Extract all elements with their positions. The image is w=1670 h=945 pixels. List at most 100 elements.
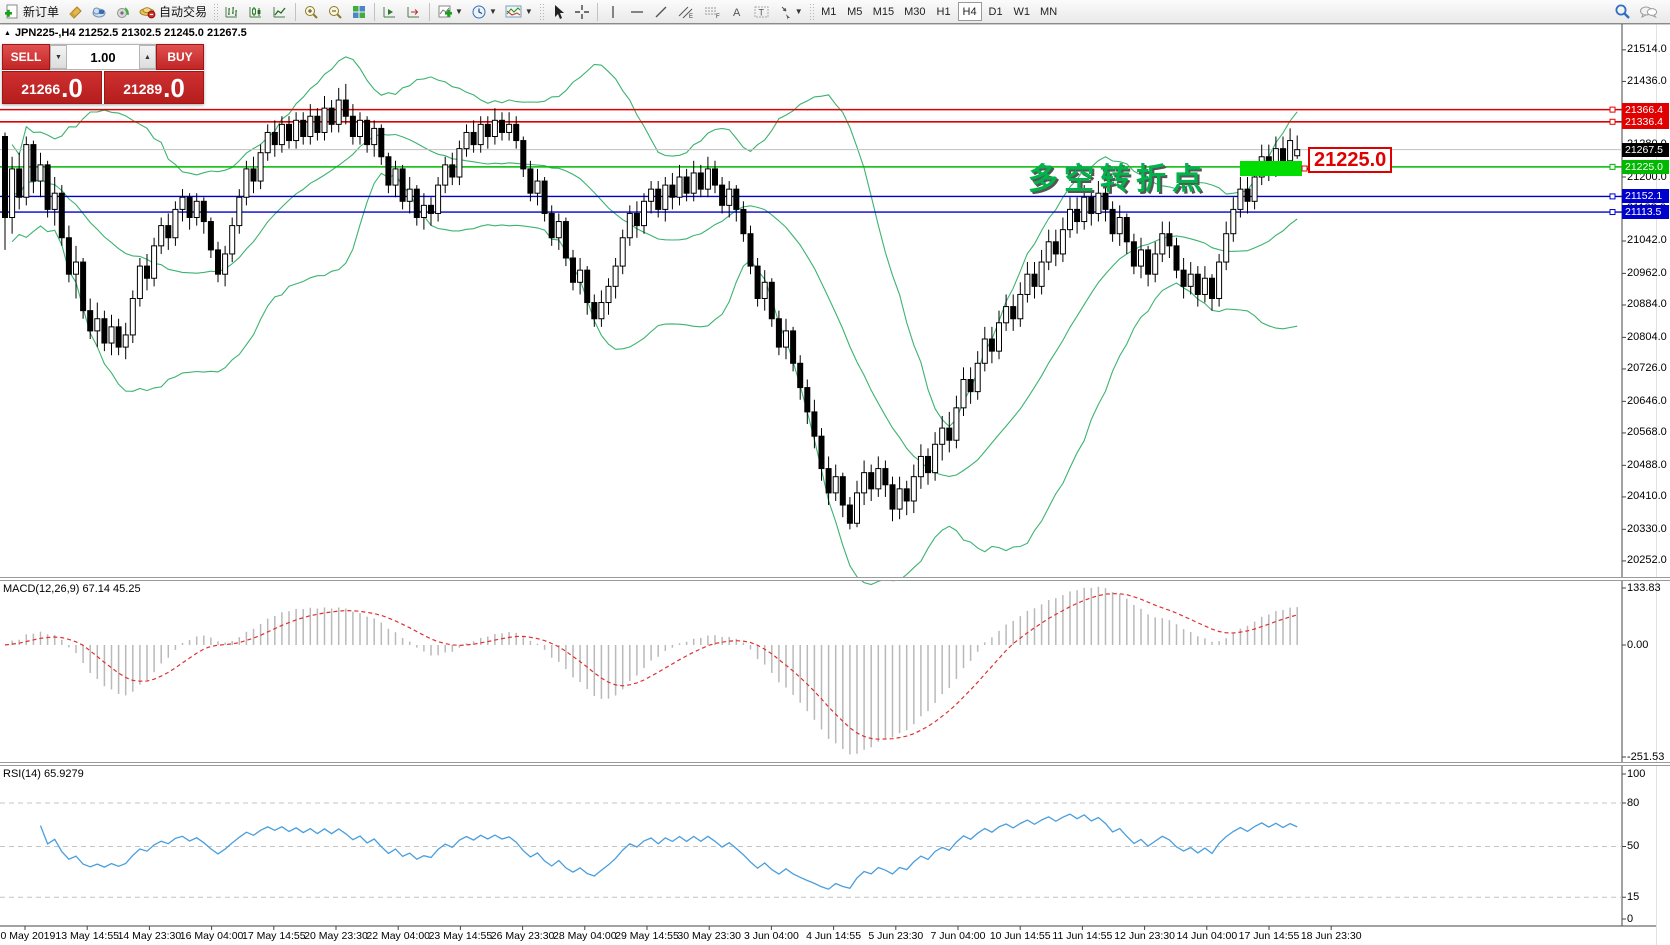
rsi-axis-label: 0 — [1627, 912, 1634, 925]
highlight-tool-button[interactable] — [64, 2, 86, 22]
fibonacci-tool[interactable]: F — [700, 2, 724, 22]
sell-price-display[interactable]: 21266 .0 — [2, 71, 102, 104]
timeframe-m15[interactable]: M15 — [872, 5, 895, 18]
highlighter-icon — [69, 5, 82, 19]
hline-endpoint — [1609, 209, 1616, 216]
sell-button[interactable]: SELL — [2, 44, 50, 70]
tile-windows-icon — [353, 5, 366, 18]
svg-text:F: F — [716, 14, 720, 20]
time-axis[interactable]: 10 May 2019 13 May 14:55 14 May 23:30 16 Ma… — [0, 928, 1670, 945]
price-tick: 20252.0 — [1627, 554, 1667, 567]
price-tick: 20568.0 — [1627, 426, 1667, 439]
tile-windows-button[interactable] — [348, 2, 370, 22]
buy-price-display[interactable]: 21289 .0 — [104, 71, 204, 104]
bb-lower — [11, 172, 1298, 586]
price-tick: 20410.0 — [1627, 490, 1667, 503]
svg-text:E: E — [689, 14, 693, 20]
time-label: 5 Jun 23:30 — [868, 930, 924, 942]
dropdown-arrow-icon: ▼ — [455, 7, 463, 16]
macd-axis-label: -251.53 — [1627, 750, 1665, 763]
svg-text:A: A — [733, 7, 741, 19]
new-chart-dropdown[interactable]: ▼ — [434, 2, 466, 22]
bar-chart-button[interactable] — [221, 2, 243, 22]
candle-chart-button[interactable] — [245, 2, 267, 22]
hline-endpoint — [1609, 193, 1616, 200]
text-tool[interactable]: A — [726, 2, 748, 22]
buy-button[interactable]: BUY — [156, 44, 204, 70]
timeframe-h1[interactable]: H1 — [936, 5, 951, 18]
timeframe-mn[interactable]: MN — [1040, 5, 1058, 18]
timeframe-m5[interactable]: M5 — [847, 5, 863, 18]
new-order-icon — [5, 4, 18, 18]
timeframe-d1[interactable]: D1 — [988, 5, 1003, 18]
timeframe-h4[interactable]: H4 — [957, 2, 982, 21]
hline-endpoint — [1609, 118, 1616, 125]
dropdown-arrow-icon: ▼ — [794, 7, 803, 16]
price-tick: 21514.0 — [1627, 43, 1667, 56]
chart-shift-button[interactable] — [403, 2, 425, 22]
trendline-tool[interactable] — [650, 2, 672, 22]
timeframe-m1[interactable]: M1 — [821, 5, 837, 18]
toolbar-drag-handle[interactable] — [213, 2, 219, 21]
chart-forward-button[interactable] — [379, 2, 401, 22]
arrows-dropdown[interactable]: ▼ — [776, 2, 806, 22]
search-button[interactable] — [1611, 2, 1634, 22]
channel-tool[interactable]: E — [674, 2, 698, 22]
rsi-axis-label: 100 — [1627, 767, 1646, 780]
macd-histogram — [11, 586, 1298, 755]
signal-icon — [117, 6, 129, 18]
time-label: 22 May 04:00 — [366, 930, 431, 942]
tag-anchor — [1301, 165, 1308, 172]
hline-endpoint — [1609, 163, 1616, 170]
toolbar-drag-handle[interactable] — [538, 2, 544, 21]
rsi-axis-label: 50 — [1627, 840, 1640, 852]
zoom-in-button[interactable] — [300, 2, 322, 22]
text-label-tool[interactable]: T — [750, 2, 774, 22]
timeframe-w1[interactable]: W1 — [1013, 5, 1031, 18]
cursor-icon — [554, 4, 564, 19]
buy-price-main: 21289 — [123, 81, 163, 97]
cursor-button[interactable] — [547, 2, 569, 22]
auto-trading-label: 自动交易 — [159, 5, 208, 19]
volume-input[interactable]: 1.00 — [90, 49, 116, 65]
volume-down-button[interactable]: ▼ — [50, 45, 67, 69]
horizontal-line-tool[interactable] — [626, 2, 648, 22]
price-line-label: 21225.0 — [1622, 159, 1669, 174]
price-line-label: 21113.5 — [1622, 205, 1669, 220]
line-chart-icon — [273, 6, 286, 17]
time-label: 14 Jun 04:00 — [1176, 930, 1238, 942]
chat-button[interactable] — [1636, 2, 1661, 22]
signal-button[interactable] — [112, 2, 134, 22]
auto-trading-button[interactable]: 自动交易 — [136, 2, 210, 22]
vertical-line-tool[interactable] — [602, 2, 624, 22]
macd-title: MACD(12,26,9) 67.14 45.25 — [3, 583, 141, 595]
highlight-rectangle[interactable] — [1240, 161, 1302, 176]
text-icon: A — [733, 7, 741, 19]
auto-trading-icon — [139, 6, 156, 18]
zoom-out-button[interactable] — [324, 2, 346, 22]
volume-up-button[interactable]: ▲ — [139, 45, 156, 69]
rsi-panel-separator[interactable] — [0, 762, 1670, 766]
arrow-objects-icon — [781, 6, 790, 20]
hline-endpoint — [1609, 106, 1616, 113]
account-button[interactable] — [88, 2, 110, 22]
symbol-triangle-icon: ▲ — [4, 29, 11, 37]
dropdown-arrow-icon: ▼ — [488, 7, 497, 16]
toolbar-drag-handle[interactable] — [808, 2, 814, 21]
sell-price-main: 21266 — [21, 81, 61, 97]
time-label: 13 May 14:55 — [55, 930, 120, 942]
price-tick: 20884.0 — [1627, 298, 1667, 311]
candle-chart-icon — [249, 6, 262, 17]
line-chart-button[interactable] — [269, 2, 291, 22]
chat-icon — [1640, 6, 1658, 18]
macd-panel-separator[interactable] — [0, 577, 1670, 581]
timeframe-m30[interactable]: M30 — [904, 5, 926, 18]
rsi-title: RSI(14) 65.9279 — [3, 768, 84, 780]
price-tag-label[interactable]: 21225.0 — [1308, 147, 1393, 173]
new-order-button[interactable]: 新订单 — [1, 2, 62, 22]
period-dropdown[interactable]: ▼ — [468, 2, 500, 22]
crosshair-button[interactable] — [571, 2, 593, 22]
indicators-dropdown[interactable]: ▼ — [502, 2, 536, 22]
